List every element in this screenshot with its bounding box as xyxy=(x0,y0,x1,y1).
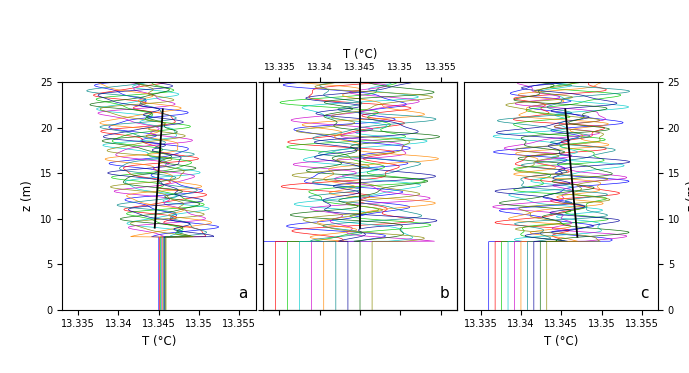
X-axis label: T (°C): T (°C) xyxy=(343,48,377,61)
Y-axis label: z (m): z (m) xyxy=(686,181,689,211)
Text: c: c xyxy=(641,286,649,301)
Y-axis label: z (m): z (m) xyxy=(21,181,34,211)
Text: b: b xyxy=(440,286,449,301)
Text: a: a xyxy=(238,286,247,301)
X-axis label: T (°C): T (°C) xyxy=(141,335,176,348)
X-axis label: T (°C): T (°C) xyxy=(544,335,579,348)
